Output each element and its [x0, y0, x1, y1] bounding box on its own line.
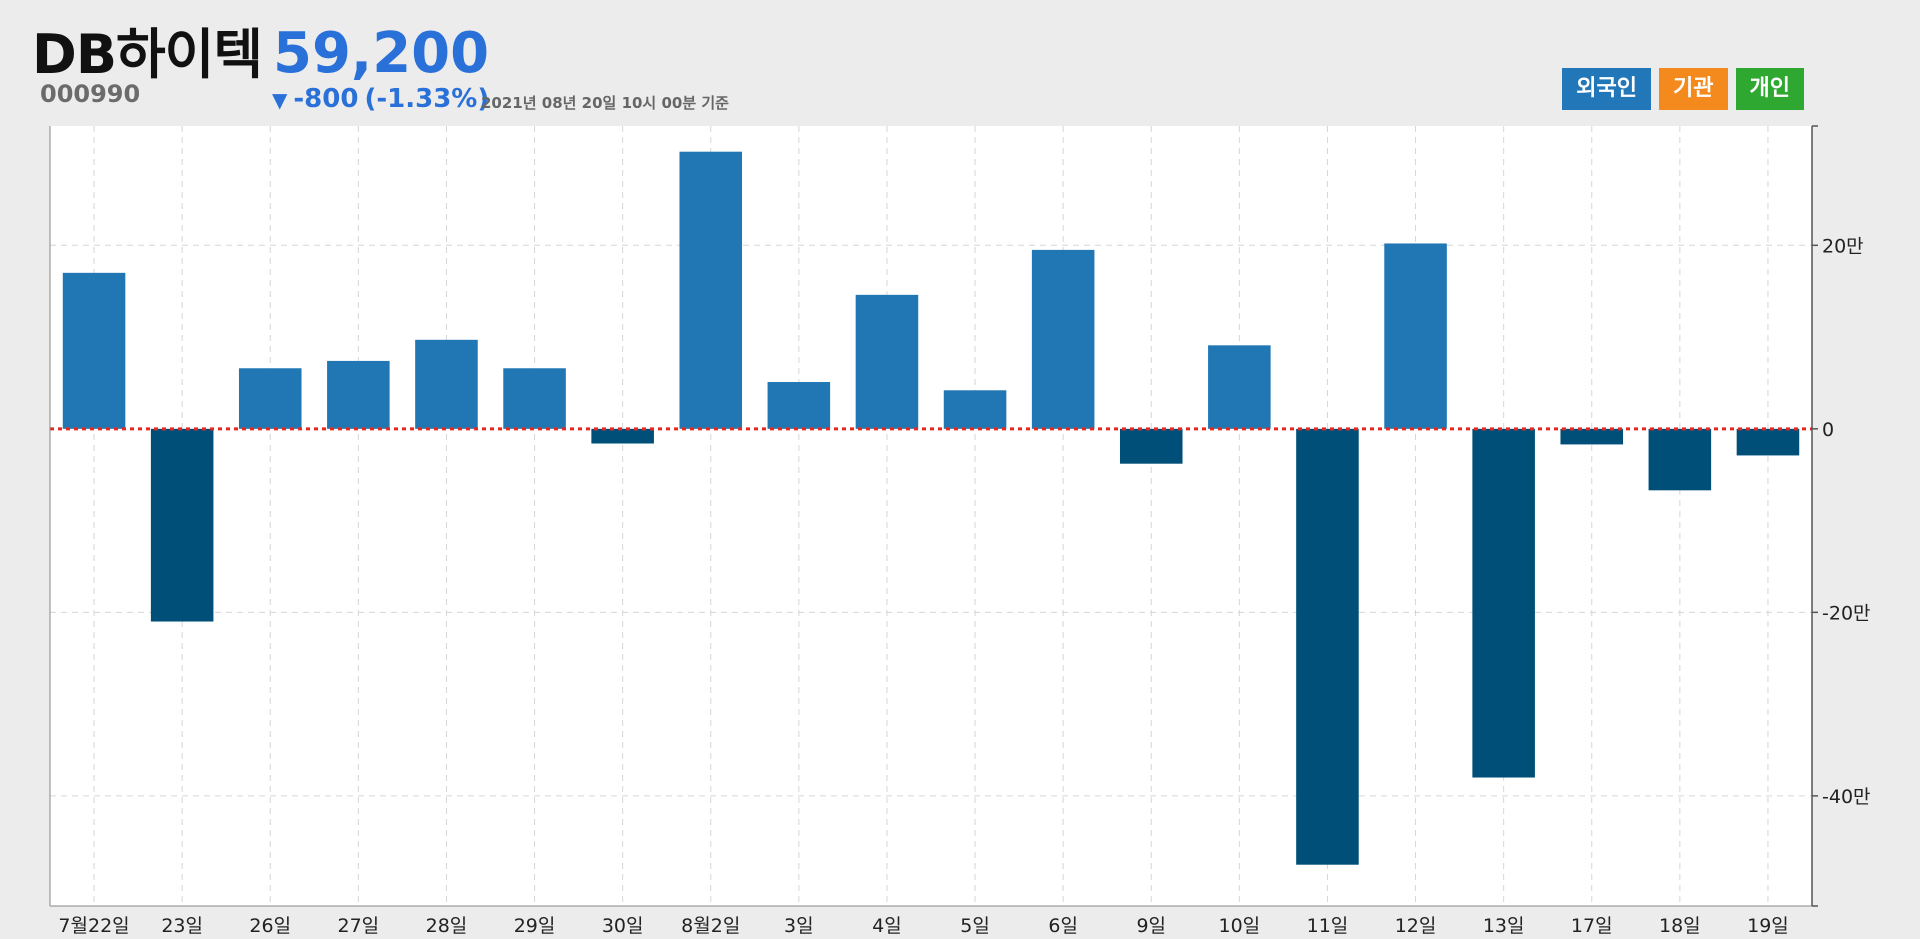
change-percent: (-1.33%)	[364, 84, 490, 114]
x-tick-label: 9일	[1136, 915, 1166, 937]
bar-9일	[1119, 428, 1183, 464]
current-price: 59,200	[273, 21, 490, 86]
as-of-timestamp: 2021년 08년 20일 10시 00분 기준	[481, 94, 729, 112]
bar-7월22일	[62, 272, 126, 429]
bar-26일	[238, 368, 302, 429]
bar-18일	[1648, 428, 1712, 491]
x-tick-label: 30일	[602, 915, 644, 937]
bar-30일	[591, 428, 654, 444]
bar-4일	[855, 294, 919, 429]
x-tick-label: 27일	[338, 915, 380, 937]
legend-institution-button[interactable]: 기관	[1659, 68, 1728, 110]
x-tick-label: 3일	[784, 915, 814, 937]
x-tick-label: 18일	[1659, 915, 1701, 937]
legend-individual-button[interactable]: 개인	[1735, 68, 1804, 110]
y-tick-label: 20만	[1822, 235, 1864, 257]
x-tick-label: 12일	[1395, 915, 1437, 937]
x-tick-label: 6일	[1048, 915, 1078, 937]
y-tick-label: -40만	[1822, 786, 1871, 808]
x-tick-label: 17일	[1571, 915, 1613, 937]
stock-code: 000990	[40, 80, 141, 108]
bar-29일	[503, 368, 566, 429]
bar-8월2일	[679, 151, 743, 429]
x-tick-label: 5일	[960, 915, 990, 937]
down-arrow-icon: ▼	[272, 88, 288, 112]
change-value: -800	[293, 84, 359, 114]
bar-6일	[1031, 249, 1095, 429]
x-tick-label: 13일	[1483, 915, 1525, 937]
x-tick-label: 26일	[249, 915, 291, 937]
bar-27일	[327, 360, 390, 429]
x-tick-label: 19일	[1747, 915, 1789, 937]
bar-13일	[1472, 428, 1535, 778]
x-tick-label: 4일	[872, 915, 902, 937]
x-tick-label: 23일	[161, 915, 203, 937]
bar-23일	[150, 428, 214, 622]
x-tick-label: 8월2일	[681, 915, 740, 937]
investor-legend: 외국인 기관 개인	[1562, 68, 1804, 110]
bar-3일	[767, 382, 831, 429]
bar-11일	[1296, 428, 1359, 865]
x-tick-label: 29일	[514, 915, 556, 937]
y-tick-label: 0	[1822, 419, 1834, 441]
stock-name: DB하이텍	[32, 23, 263, 86]
x-tick-label: 11일	[1307, 915, 1349, 937]
legend-foreign-button[interactable]: 외국인	[1562, 68, 1652, 110]
bar-19일	[1736, 428, 1800, 456]
y-tick-label: -20만	[1822, 602, 1871, 624]
bar-10일	[1208, 345, 1271, 429]
price-change: ▼ -800 (-1.33%)	[272, 84, 489, 114]
bar-28일	[415, 339, 478, 429]
bar-5일	[943, 390, 1007, 429]
plot-area	[50, 126, 1812, 906]
x-tick-label: 28일	[426, 915, 468, 937]
bar-12일	[1384, 243, 1447, 429]
x-tick-label: 10일	[1219, 915, 1261, 937]
bar-17일	[1560, 428, 1624, 445]
x-tick-label: 7월22일	[58, 915, 129, 937]
